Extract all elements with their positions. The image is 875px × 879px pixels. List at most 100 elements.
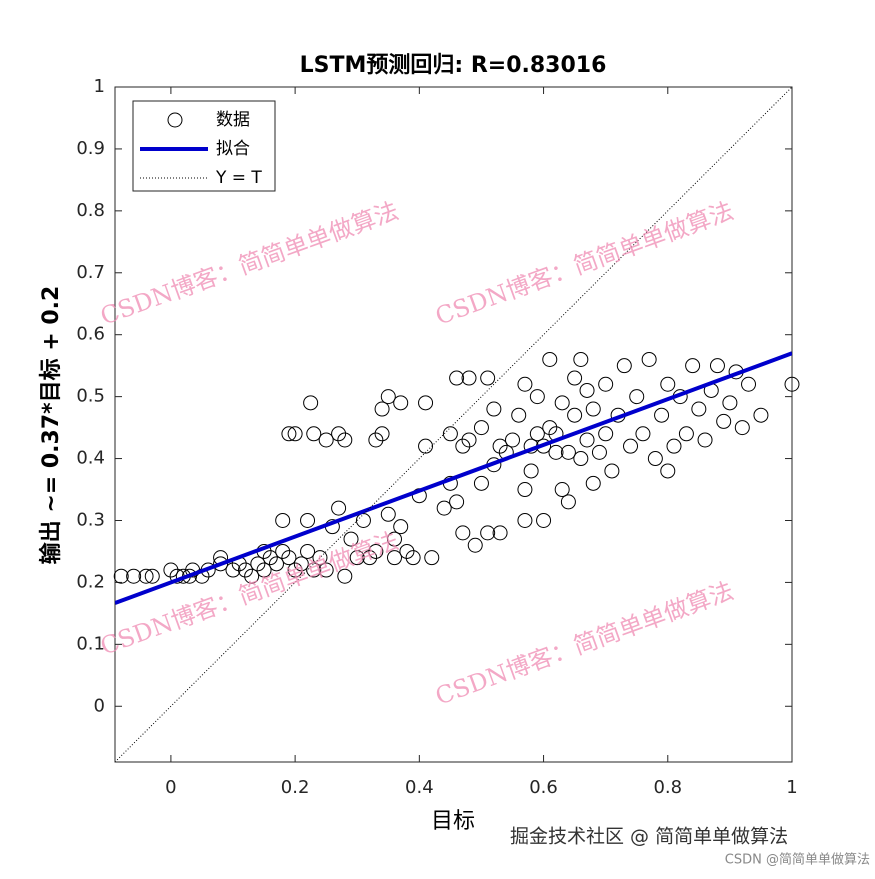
data-point (548, 444, 564, 460)
data-point (362, 550, 378, 566)
data-point (505, 432, 521, 448)
data-point (697, 432, 713, 448)
data-point (623, 438, 639, 454)
plot-area (114, 86, 793, 763)
data-point (784, 376, 800, 392)
data-point (486, 401, 502, 417)
x-tick-label: 0.8 (653, 777, 682, 798)
data-point (256, 562, 272, 578)
data-point (436, 500, 452, 516)
data-point (374, 426, 390, 442)
data-point (616, 358, 632, 374)
credit: CSDN @简简单单做算法 (725, 852, 870, 868)
data-point (654, 407, 670, 423)
data-point (300, 543, 316, 559)
data-point (318, 562, 334, 578)
data-point (685, 358, 701, 374)
data-point (567, 407, 583, 423)
y-tick-label: 0.9 (76, 138, 105, 159)
data-point (418, 438, 434, 454)
data-point (343, 531, 359, 547)
data-point (542, 420, 558, 436)
data-point (237, 562, 253, 578)
data-point (641, 351, 657, 367)
data-point (473, 475, 489, 491)
data-point (529, 426, 545, 442)
data-point (293, 556, 309, 572)
identity-line (115, 87, 792, 762)
data-point (579, 382, 595, 398)
x-tick-label: 0.6 (529, 777, 558, 798)
data-point (473, 420, 489, 436)
y-tick-label: 0.8 (76, 200, 105, 221)
legend-label: 数据 (216, 110, 250, 130)
data-point (337, 432, 353, 448)
data-point (275, 512, 291, 528)
data-point (455, 525, 471, 541)
data-point (250, 556, 266, 572)
data-point (331, 426, 347, 442)
data-point (598, 426, 614, 442)
y-tick-label: 0.3 (76, 509, 105, 530)
data-point (393, 519, 409, 535)
y-tick-label: 0.5 (76, 386, 105, 407)
data-point (225, 562, 241, 578)
data-point (318, 432, 334, 448)
data-point (300, 512, 316, 528)
data-point (523, 463, 539, 479)
data-point (741, 376, 757, 392)
data-point (666, 438, 682, 454)
data-point (262, 550, 278, 566)
x-tick-label: 1 (786, 777, 797, 798)
data-point (585, 475, 601, 491)
data-point (480, 525, 496, 541)
data-point (393, 395, 409, 411)
data-point (598, 376, 614, 392)
data-point (455, 438, 471, 454)
data-point (449, 494, 465, 510)
data-point (573, 351, 589, 367)
data-point (647, 451, 663, 467)
y-tick-label: 1 (94, 76, 105, 97)
data-point (467, 537, 483, 553)
data-point (554, 395, 570, 411)
data-point (517, 376, 533, 392)
y-tick-label: 0.2 (76, 571, 105, 592)
data-point (709, 358, 725, 374)
data-point (734, 420, 750, 436)
data-point (281, 426, 297, 442)
data-point (492, 438, 508, 454)
y-tick-label: 0.1 (76, 633, 105, 654)
legend-label: 拟合 (216, 139, 250, 159)
data-point (368, 432, 384, 448)
data-point (213, 556, 229, 572)
data-point (517, 512, 533, 528)
data-point (461, 370, 477, 386)
data-point (536, 512, 552, 528)
data-point (337, 568, 353, 584)
legend-box (132, 100, 276, 192)
data-point (306, 426, 322, 442)
y-axis-label: 输出 ~= 0.37*目标 + 0.2 (38, 286, 64, 565)
data-point (312, 550, 328, 566)
data-point (560, 494, 576, 510)
data-point (374, 401, 390, 417)
data-point (629, 389, 645, 405)
data-point (511, 407, 527, 423)
data-point (560, 444, 576, 460)
data-point (492, 525, 508, 541)
data-point (380, 389, 396, 405)
data-point (380, 506, 396, 522)
data-point (331, 500, 347, 516)
data-point (303, 395, 319, 411)
data-point (573, 451, 589, 467)
data-point (144, 568, 160, 584)
data-point (517, 482, 533, 498)
data-point (579, 432, 595, 448)
legend-label: Y = T (215, 168, 262, 188)
data-point (442, 426, 458, 442)
x-tick-label: 0.4 (405, 777, 434, 798)
